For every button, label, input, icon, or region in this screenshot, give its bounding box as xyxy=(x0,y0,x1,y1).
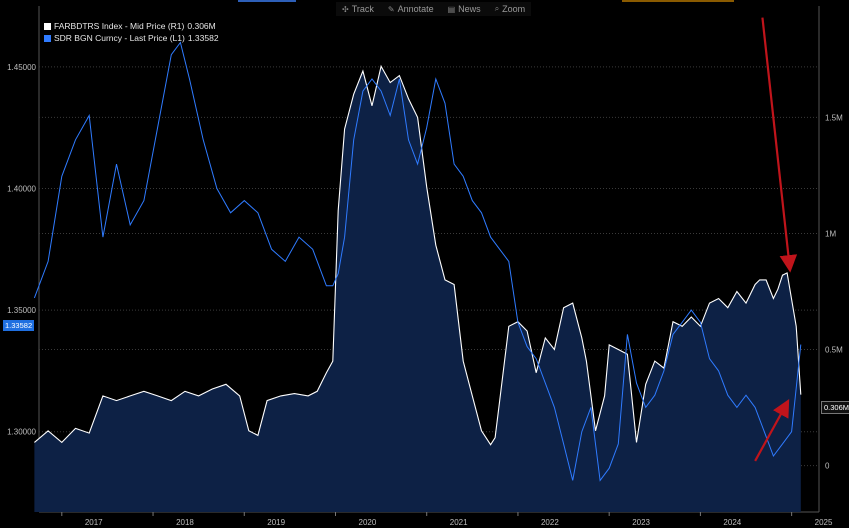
series-area-farbdtrs xyxy=(34,66,801,513)
x-tick-label: 2020 xyxy=(359,518,377,527)
right-tick-label: 0.5M xyxy=(825,346,843,355)
toolbar-label: News xyxy=(458,4,481,14)
x-tick-label: 2017 xyxy=(85,518,103,527)
left-axis-last-price-tag: 1.33582 xyxy=(3,320,35,331)
legend-label: SDR BGN Curncy - Last Price (L1) xyxy=(54,33,185,43)
legend-item-farbdtrs: FARBDTRS Index - Mid Price (R1) 0.306M xyxy=(44,20,219,32)
left-tick-label: 1.35000 xyxy=(7,306,36,315)
toolbar-accent-line xyxy=(238,0,296,2)
chart-legend: FARBDTRS Index - Mid Price (R1) 0.306M S… xyxy=(44,20,219,44)
legend-item-sdr: SDR BGN Curncy - Last Price (L1) 1.33582 xyxy=(44,32,219,44)
toolbar-annotate-button[interactable]: ✎ Annotate xyxy=(388,4,434,14)
annotate-icon: ✎ xyxy=(387,4,395,14)
toolbar-news-button[interactable]: ▤ News xyxy=(448,4,481,14)
right-tick-label: 1.5M xyxy=(825,113,843,122)
toolbar-track-button[interactable]: ✣ Track xyxy=(342,4,374,14)
left-tick-label: 1.40000 xyxy=(7,184,36,193)
right-tick-label: 1M xyxy=(825,229,836,238)
left-tick-label: 1.45000 xyxy=(7,63,36,72)
x-tick-label: 2023 xyxy=(632,518,650,527)
zoom-icon: ⌕ xyxy=(494,4,500,13)
x-tick-label: 2019 xyxy=(267,518,285,527)
legend-swatch-white xyxy=(44,22,51,30)
series-line-sdr xyxy=(33,41,802,482)
toolbar-zoom-button[interactable]: ⌕ Zoom xyxy=(495,4,526,14)
series-line-farbdtrs xyxy=(34,64,802,446)
chart-toolbar: ✣ Track ✎ Annotate ▤ News ⌕ Zoom xyxy=(336,2,532,16)
news-icon: ▤ xyxy=(447,4,456,14)
x-tick-label: 2024 xyxy=(723,518,741,527)
legend-swatch-blue xyxy=(44,34,51,42)
legend-label: FARBDTRS Index - Mid Price (R1) xyxy=(54,21,185,31)
x-tick-label: 2025 xyxy=(815,518,833,527)
toolbar-label: Track xyxy=(351,4,374,14)
legend-value: 0.306M xyxy=(187,21,216,31)
annotation-arrow xyxy=(761,17,798,273)
x-tick-label: 2018 xyxy=(176,518,194,527)
x-tick-label: 2022 xyxy=(541,518,559,527)
toolbar-label: Zoom xyxy=(502,4,526,14)
left-tick-label: 1.30000 xyxy=(7,428,36,437)
toolbar-accent-line xyxy=(622,0,734,2)
right-axis-last-price-tag: 0.306M xyxy=(821,401,849,414)
right-tick-label: 0 xyxy=(825,462,830,471)
track-icon: ✣ xyxy=(342,4,349,14)
legend-value: 1.33582 xyxy=(187,33,219,43)
annotation-arrow xyxy=(754,399,790,462)
toolbar-label: Annotate xyxy=(397,4,434,14)
x-tick-label: 2021 xyxy=(450,518,468,527)
